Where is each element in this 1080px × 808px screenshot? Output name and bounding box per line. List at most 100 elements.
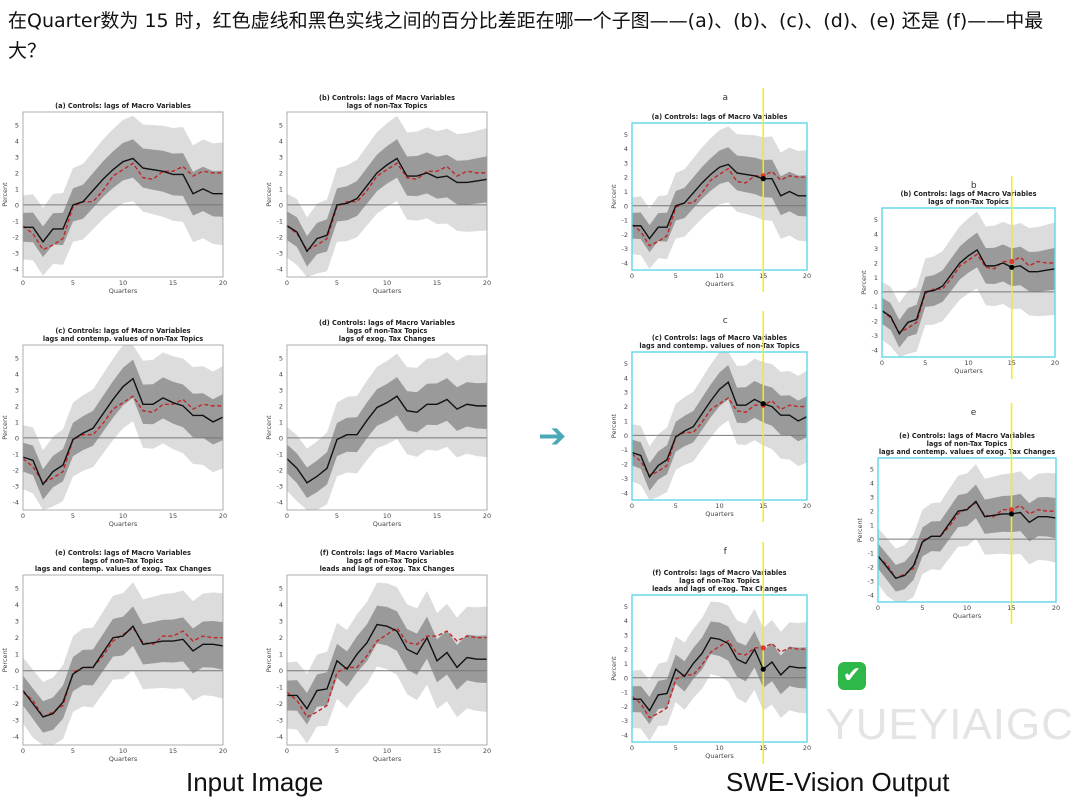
plot-frame xyxy=(286,344,488,511)
x-axis-label: Quarters xyxy=(373,287,402,295)
x-axis-label: Quarters xyxy=(373,520,402,528)
y-tick-label: 4 xyxy=(15,370,19,378)
y-tick-label: -1 xyxy=(277,684,283,692)
y-tick-label: 1 xyxy=(279,185,283,193)
y-tick-label: 2 xyxy=(15,169,19,177)
red-value-marker xyxy=(1008,507,1015,513)
y-tick-label: 2 xyxy=(279,402,283,410)
y-tick-label: 4 xyxy=(279,601,283,609)
x-tick-label: 10 xyxy=(715,502,723,510)
y-tick-label: -2 xyxy=(13,700,19,708)
chart-title-line: lags and contemp. values of exog. Tax Ch… xyxy=(35,565,211,573)
highlight-border xyxy=(877,457,1057,603)
chart-title-line: (f) Controls: lags of Macro Variables xyxy=(652,569,786,577)
x-tick-label: 0 xyxy=(285,279,289,287)
y-tick-label: -1 xyxy=(622,446,628,454)
y-axis-label: Percent xyxy=(860,270,868,295)
y-tick-label: -1 xyxy=(622,689,628,697)
red-value-marker xyxy=(760,645,766,651)
y-tick-label: 1 xyxy=(279,651,283,659)
y-tick-label: 2 xyxy=(870,508,874,516)
y-tick-label: 0 xyxy=(15,201,19,209)
chart-title-line: (c) Controls: lags of Macro Variables xyxy=(55,327,190,335)
x-tick-label: 20 xyxy=(483,512,491,520)
y-tick-label: 0 xyxy=(279,201,283,209)
black-solid-series xyxy=(632,163,807,240)
y-tick-label: 1 xyxy=(624,417,628,425)
x-tick-label: 15 xyxy=(433,747,441,755)
y-tick-label: 3 xyxy=(624,631,628,639)
chart-title-line: (a) Controls: lags of Macro Variables xyxy=(55,102,191,110)
y-tick-label: -2 xyxy=(13,466,19,474)
red-dashed-series xyxy=(286,162,487,251)
y-tick-label: 0 xyxy=(15,434,19,442)
y-tick-label: 4 xyxy=(624,374,628,382)
x-tick-label: 20 xyxy=(1051,359,1059,367)
y-tick-label: -3 xyxy=(277,717,283,725)
y-tick-label: 2 xyxy=(624,646,628,654)
x-tick-label: 0 xyxy=(630,744,634,752)
black-value-marker xyxy=(760,666,766,672)
right-arrow-icon: ➔ xyxy=(538,416,567,456)
x-axis-label: Quarters xyxy=(109,520,138,528)
y-tick-label: 4 xyxy=(874,231,878,239)
y-tick-label: -4 xyxy=(277,498,283,506)
x-tick-label: 0 xyxy=(876,604,880,612)
x-tick-label: 10 xyxy=(119,279,127,287)
x-tick-label: 5 xyxy=(71,747,75,755)
question-text: 在Quarter数为 15 时，红色虚线和黑色实线之间的百分比差距在哪一个子图—… xyxy=(8,10,1044,62)
red-dashed-series xyxy=(22,162,223,251)
x-tick-label: 5 xyxy=(674,272,678,280)
y-tick-label: 0 xyxy=(874,288,878,296)
x-tick-label: 15 xyxy=(433,512,441,520)
y-tick-label: -2 xyxy=(13,233,19,241)
red-dashed-series xyxy=(631,397,807,477)
y-tick-label: 5 xyxy=(624,131,628,139)
inner-confidence-band xyxy=(632,621,807,725)
y-tick-label: 2 xyxy=(15,634,19,642)
y-tick-label: -2 xyxy=(868,564,874,572)
x-tick-label: 10 xyxy=(964,359,972,367)
panel-letter-label: f xyxy=(724,547,728,557)
black-solid-series xyxy=(287,623,487,710)
x-axis-label: Quarters xyxy=(373,755,402,763)
inner-confidence-band xyxy=(287,377,487,499)
y-tick-label: -3 xyxy=(622,245,628,253)
black-solid-series xyxy=(631,381,808,479)
output-panel-c: (c) Controls: lags of Macro Variableslag… xyxy=(610,311,811,522)
y-tick-label: 1 xyxy=(624,188,628,196)
input-panel-a: (a) Controls: lags of Macro Variables -4 -… xyxy=(1,102,227,295)
black-solid-series xyxy=(632,637,807,712)
y-tick-label: -4 xyxy=(277,733,283,741)
x-axis-label: Quarters xyxy=(705,280,734,288)
chart-title-line: lags of exog. Tax Changes xyxy=(339,335,436,343)
y-tick-label: 0 xyxy=(624,674,628,682)
y-tick-label: 4 xyxy=(15,137,19,145)
input-panel-b: (b) Controls: lags of Macro Variableslag… xyxy=(265,94,491,295)
y-axis-label: Percent xyxy=(1,182,9,207)
chart-title-line: (a) Controls: lags of Macro Variables xyxy=(652,113,788,121)
y-tick-label: 0 xyxy=(279,434,283,442)
chart-title-line: (d) Controls: lags of Macro Variables xyxy=(319,319,455,327)
x-tick-label: 20 xyxy=(483,279,491,287)
x-tick-label: 5 xyxy=(674,502,678,510)
chart-title-line: lags of non-Tax Topics xyxy=(928,198,1009,206)
y-tick-label: 2 xyxy=(279,634,283,642)
y-tick-label: 2 xyxy=(15,402,19,410)
y-tick-label: 1 xyxy=(15,651,19,659)
y-tick-label: -4 xyxy=(13,265,19,273)
red-dashed-series xyxy=(22,395,223,484)
y-axis-label: Percent xyxy=(610,656,618,681)
chart-title-line: lags of non-Tax Topics xyxy=(347,327,428,335)
y-tick-label: -4 xyxy=(868,592,874,600)
chart-title-line: lags and contemp. values of non-Tax Topi… xyxy=(43,335,203,343)
output-panel-e: (e) Controls: lags of Macro Variableslag… xyxy=(856,403,1060,624)
input-panel-d: (d) Controls: lags of Macro Variableslag… xyxy=(265,319,491,528)
panel-letter-label: e xyxy=(971,408,977,418)
y-axis-label: Percent xyxy=(265,647,273,672)
x-axis-label: Quarters xyxy=(705,752,734,760)
x-tick-label: 20 xyxy=(803,502,811,510)
y-tick-label: 4 xyxy=(15,601,19,609)
chart-title-line: lags of non-Tax Topics xyxy=(927,440,1008,448)
x-tick-label: 20 xyxy=(1052,604,1060,612)
